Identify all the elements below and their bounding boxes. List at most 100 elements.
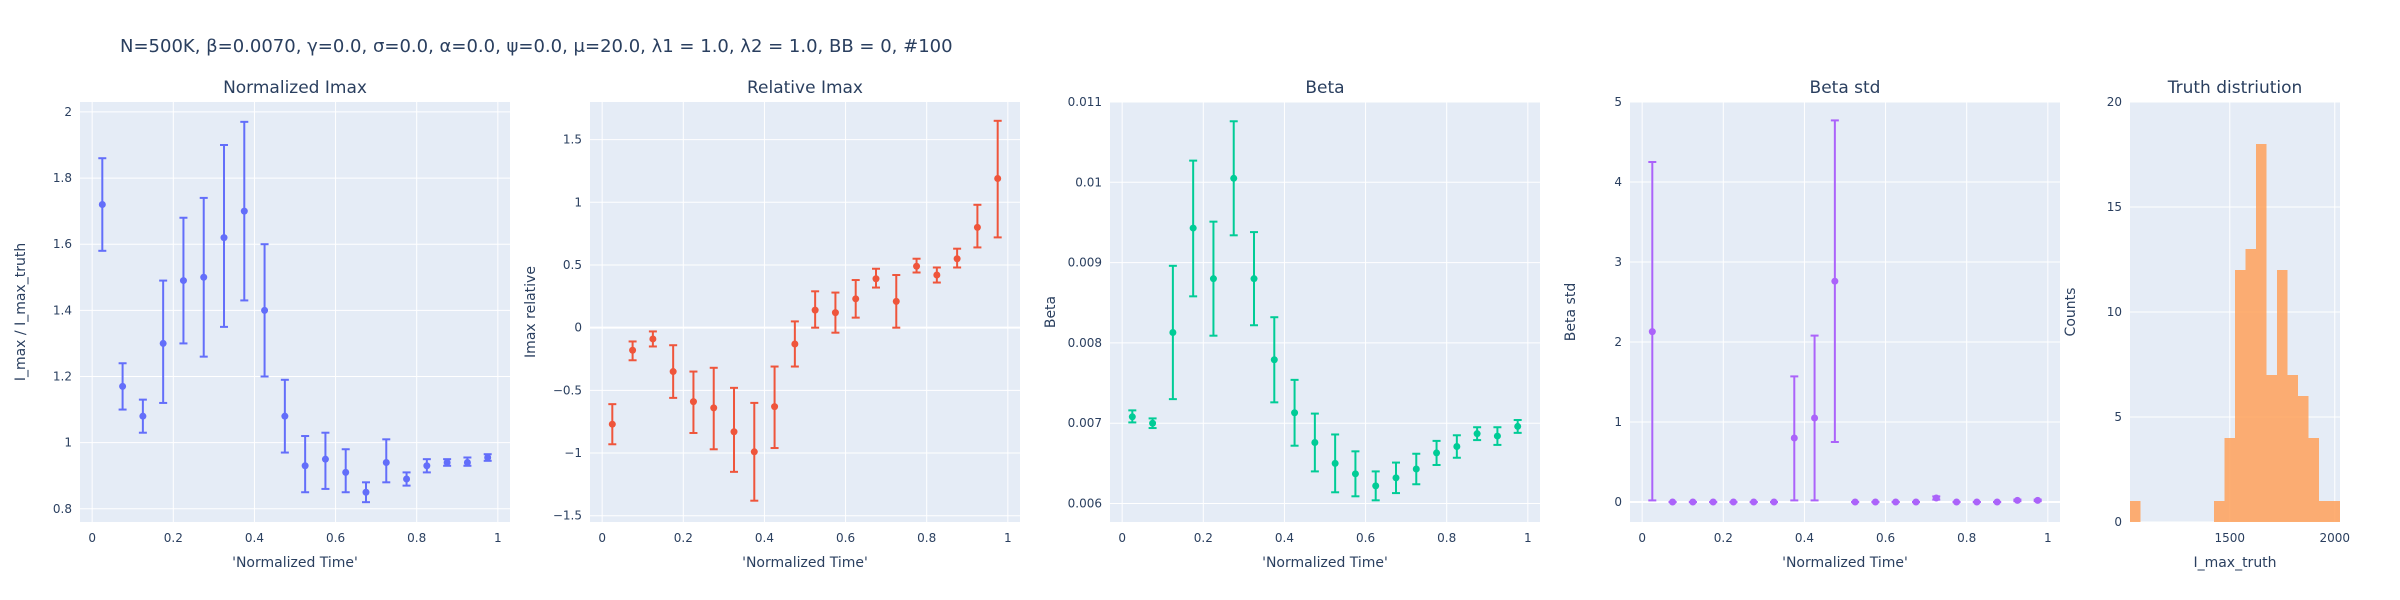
- data-point: [973, 223, 981, 231]
- histogram-bar: [2245, 249, 2256, 522]
- data-point: [443, 458, 451, 466]
- y-tick-label: 1: [64, 436, 72, 450]
- data-point: [1811, 414, 1819, 422]
- x-tick-label: 0.2: [164, 531, 183, 545]
- data-point: [484, 454, 492, 462]
- data-point: [1250, 275, 1258, 283]
- data-point: [2013, 496, 2021, 504]
- y-tick-label: 0.007: [1068, 416, 1102, 430]
- y-tick-label: 1.2: [53, 369, 72, 383]
- data-point: [159, 339, 167, 347]
- data-point: [1351, 470, 1359, 478]
- x-tick-label: 0.6: [326, 531, 345, 545]
- x-axis-label: 'Normalized Time': [1782, 555, 1908, 571]
- figure-title: N=500K, β=0.0070, γ=0.0, σ=0.0, α=0.0, ψ…: [120, 36, 953, 57]
- chart-panel-2: −1.5 −1 −0.5 0 0.5 1 1.5 0 0.2 0.4 0.6 0.8 1 Relative…: [523, 78, 1020, 571]
- chart-panel-4: 0 1 2 3 4 5 0 0.2 0.4 0.6 0.8 1 Beta std 'Normalized …: [1563, 78, 2060, 571]
- data-point: [1750, 498, 1758, 506]
- histogram-bar: [2130, 501, 2141, 522]
- y-tick-label: 2: [64, 105, 72, 119]
- histogram-bar: [2319, 501, 2330, 522]
- y-tick-label: 0.01: [1075, 175, 1102, 189]
- chart-panel-5: 0 5 10 15 20 1500 2000 Truth distriution I_max_t…: [2063, 78, 2350, 571]
- y-tick-label: 0: [2114, 515, 2122, 529]
- data-point: [1973, 498, 1981, 506]
- data-point: [1473, 430, 1481, 438]
- data-point: [771, 403, 779, 411]
- data-point: [1648, 328, 1656, 336]
- y-axis-label: I_max / I_max_truth: [13, 243, 29, 381]
- data-point: [423, 462, 431, 470]
- y-tick-label: 10: [2107, 305, 2122, 319]
- x-tick-label: 0.8: [1437, 531, 1456, 545]
- chart-title: Relative Imax: [747, 78, 863, 98]
- y-axis-label: Beta: [1043, 296, 1059, 328]
- x-tick-label: 0.4: [1275, 531, 1294, 545]
- data-point: [1209, 275, 1217, 283]
- y-tick-label: 0.5: [563, 258, 582, 272]
- y-tick-label: 5: [2114, 410, 2122, 424]
- x-tick-label: 0.6: [1356, 531, 1375, 545]
- histogram-bar: [2329, 501, 2340, 522]
- x-tick-label: 1: [1004, 531, 1012, 545]
- histogram-bar: [2298, 396, 2309, 522]
- y-tick-label: 1.6: [53, 237, 72, 251]
- data-point: [1729, 498, 1737, 506]
- y-tick-label: −0.5: [553, 383, 582, 397]
- data-point: [1392, 474, 1400, 482]
- data-point: [1912, 498, 1920, 506]
- x-axis-label: 'Normalized Time': [742, 555, 868, 571]
- data-point: [1953, 498, 1961, 506]
- data-point: [831, 309, 839, 317]
- data-point: [220, 234, 228, 242]
- y-tick-label: 0: [1614, 495, 1622, 509]
- data-point: [1433, 449, 1441, 457]
- histogram-bar: [2256, 144, 2267, 522]
- y-tick-label: 3: [1614, 255, 1622, 269]
- data-point: [1514, 422, 1522, 430]
- x-axis-label: I_max_truth: [2193, 555, 2276, 571]
- data-point: [1189, 224, 1197, 232]
- y-tick-label: 0.008: [1068, 336, 1102, 350]
- x-tick-label: 0.2: [1714, 531, 1733, 545]
- data-point: [321, 455, 329, 463]
- data-point: [791, 340, 799, 348]
- y-tick-label: 15: [2107, 200, 2122, 214]
- data-point: [1311, 438, 1319, 446]
- data-point: [240, 207, 248, 215]
- plot-area: [1110, 102, 1540, 522]
- y-axis-label: Beta std: [1563, 283, 1579, 341]
- x-tick-label: 0.2: [674, 531, 693, 545]
- x-tick-label: 0: [88, 531, 96, 545]
- chart-title: Truth distriution: [2167, 78, 2303, 98]
- x-tick-label: 0.6: [1876, 531, 1895, 545]
- data-point: [119, 382, 127, 390]
- histogram-bar: [2277, 270, 2288, 522]
- data-point: [382, 458, 390, 466]
- plot-area: [590, 102, 1020, 522]
- data-point: [1270, 356, 1278, 364]
- data-point: [933, 271, 941, 279]
- data-point: [1851, 498, 1859, 506]
- chart-title: Normalized Imax: [223, 78, 367, 98]
- data-point: [710, 404, 718, 412]
- data-point: [1709, 498, 1717, 506]
- y-tick-label: 2: [1614, 335, 1622, 349]
- data-point: [953, 255, 961, 263]
- data-point: [872, 275, 880, 283]
- data-point: [2034, 496, 2042, 504]
- histogram-bar: [2214, 501, 2225, 522]
- data-point: [750, 448, 758, 456]
- x-axis-label: 'Normalized Time': [232, 555, 358, 571]
- y-tick-label: 20: [2107, 95, 2122, 109]
- data-point: [1291, 409, 1299, 417]
- chart-title: Beta std: [1810, 78, 1881, 98]
- plot-area: [1630, 102, 2060, 522]
- data-point: [1149, 419, 1157, 427]
- data-point: [1230, 174, 1238, 182]
- x-tick-label: 0.4: [755, 531, 774, 545]
- data-point: [1831, 277, 1839, 285]
- data-point: [1932, 494, 1940, 502]
- data-point: [1892, 498, 1900, 506]
